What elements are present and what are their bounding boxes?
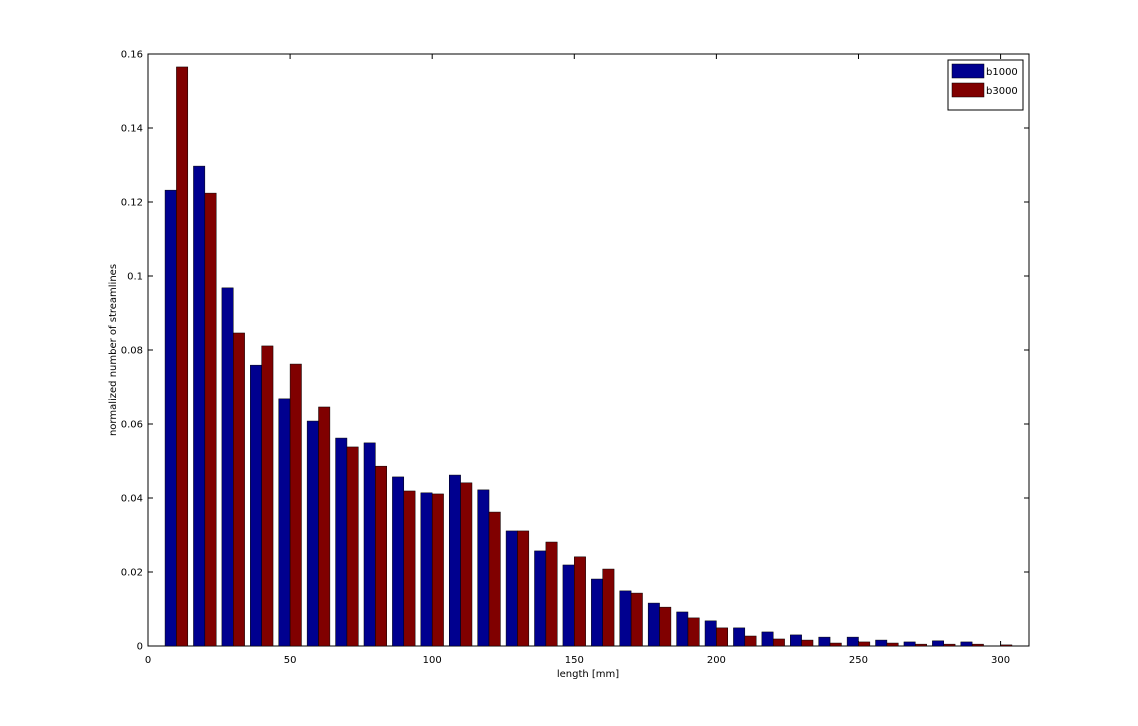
bar xyxy=(915,643,927,647)
bar xyxy=(602,568,615,647)
bar xyxy=(1000,644,1013,647)
bar xyxy=(375,465,387,647)
bar xyxy=(903,641,916,647)
bar xyxy=(687,617,700,647)
y-tick-label: 0.02 xyxy=(121,568,143,579)
x-tick-label: 200 xyxy=(707,655,726,666)
y-tick-label: 0.12 xyxy=(121,198,143,209)
bar xyxy=(630,592,643,647)
bar xyxy=(562,564,575,647)
bar xyxy=(335,437,348,647)
x-tick-label: 0 xyxy=(145,655,151,666)
legend-swatch xyxy=(951,63,985,79)
x-tick-label: 100 xyxy=(423,655,442,666)
bar xyxy=(250,364,262,647)
bar xyxy=(704,620,717,647)
bar xyxy=(801,639,814,647)
y-tick-label: 0.04 xyxy=(121,494,143,505)
bar xyxy=(676,611,689,647)
bar xyxy=(574,556,586,647)
y-axis-label: normalized number of streamlines xyxy=(108,264,119,436)
bar xyxy=(431,493,444,647)
bar xyxy=(818,636,831,647)
y-tick-label: 0.1 xyxy=(127,272,143,283)
bar xyxy=(932,640,944,647)
bar xyxy=(261,345,274,647)
bar xyxy=(829,642,842,647)
bar xyxy=(761,631,774,647)
y-tick-label: 0.06 xyxy=(121,420,143,431)
bar xyxy=(193,165,206,647)
bar xyxy=(289,363,302,647)
bar xyxy=(716,627,729,647)
bar xyxy=(619,590,632,647)
bar xyxy=(534,550,547,647)
bar xyxy=(886,642,899,647)
x-tick-label: 50 xyxy=(284,655,297,666)
y-tick-label: 0.08 xyxy=(121,346,143,357)
bar xyxy=(346,446,359,647)
bar xyxy=(176,66,189,647)
y-tick-label: 0.14 xyxy=(121,124,143,135)
x-tick-label: 250 xyxy=(849,655,868,666)
y-tick-label: 0 xyxy=(137,642,143,653)
bar xyxy=(875,639,888,647)
bar xyxy=(659,606,672,647)
bar xyxy=(477,489,490,647)
bar xyxy=(943,643,956,647)
bar xyxy=(960,641,973,647)
bar xyxy=(846,636,859,647)
bar xyxy=(278,398,291,647)
legend-label: b1000 xyxy=(986,67,1018,78)
bar xyxy=(545,541,558,647)
bar xyxy=(505,530,518,647)
x-axis-label: length [mm] xyxy=(557,669,619,680)
x-tick-label: 300 xyxy=(991,655,1010,666)
bar xyxy=(164,189,177,647)
bar xyxy=(772,638,785,647)
bar xyxy=(460,482,473,647)
bar xyxy=(306,420,319,647)
bar xyxy=(591,578,603,647)
legend-label: b3000 xyxy=(986,86,1018,97)
bar xyxy=(488,511,501,647)
bar xyxy=(420,492,433,647)
bar xyxy=(392,476,405,647)
legend-swatch xyxy=(951,82,985,98)
bar xyxy=(517,530,530,647)
bar xyxy=(744,635,757,647)
bar xyxy=(318,406,331,647)
bar xyxy=(233,332,245,647)
bar xyxy=(403,490,416,647)
bar xyxy=(221,287,234,647)
y-tick-label: 0.16 xyxy=(121,50,143,61)
bar xyxy=(971,643,984,647)
bar xyxy=(733,627,746,647)
bar xyxy=(448,474,461,647)
bar xyxy=(858,641,871,647)
bar xyxy=(647,602,660,647)
bar xyxy=(790,634,802,647)
bar xyxy=(204,192,217,647)
bar xyxy=(363,442,376,647)
x-tick-label: 150 xyxy=(565,655,584,666)
